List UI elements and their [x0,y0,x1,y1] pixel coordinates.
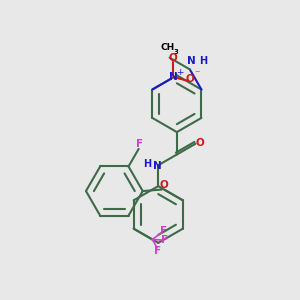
Text: N: N [153,161,162,171]
Text: O: O [185,74,194,84]
Text: O: O [169,53,178,63]
Text: ⁻: ⁻ [194,70,200,80]
Text: N: N [169,72,178,82]
Text: H: H [144,159,152,169]
Text: F: F [160,226,167,236]
Text: F: F [154,246,161,256]
Text: O: O [196,137,205,148]
Text: F: F [136,139,143,149]
Text: F: F [161,235,168,245]
Text: CH: CH [160,43,174,52]
Text: O: O [159,180,168,190]
Text: H: H [200,56,208,66]
Text: +: + [176,68,184,77]
Text: N: N [187,56,196,66]
Text: 3: 3 [173,49,178,55]
